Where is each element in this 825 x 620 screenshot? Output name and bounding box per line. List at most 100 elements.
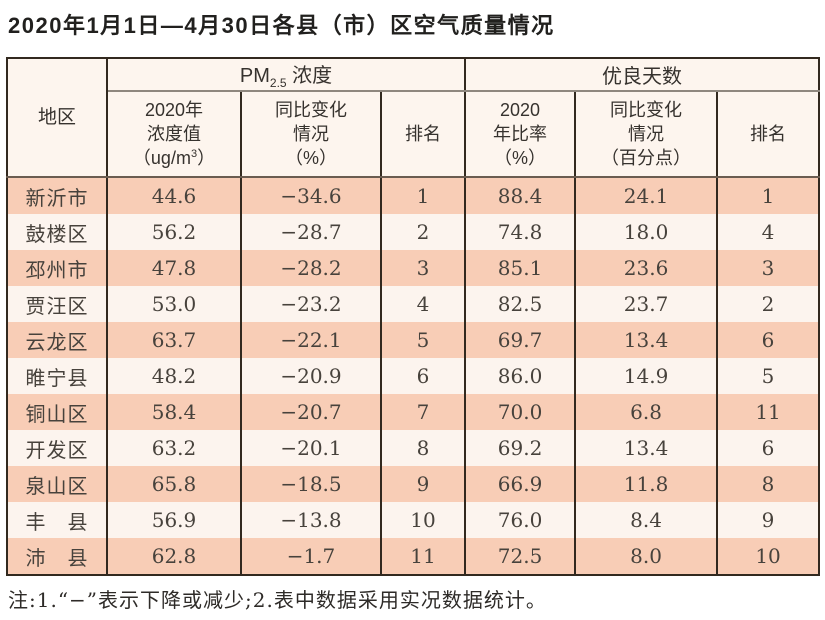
- cell-days-rank: 3: [716, 250, 821, 286]
- cell-days-rank: 5: [716, 358, 821, 394]
- table-header: 地区 PM2.5 浓度 优良天数 2020年 浓度值 （ug/m3） 同比变化 …: [6, 58, 821, 178]
- header-line: 同比变化: [275, 99, 347, 120]
- cell-days-rank: 6: [716, 322, 821, 358]
- page-title: 2020年1月1日—4月30日各县（市）区空气质量情况: [8, 13, 555, 38]
- header-pm-rank: 排名: [379, 91, 467, 178]
- cell-pm-change: −22.1: [240, 322, 382, 358]
- table-row: 邳州市 47.8 −28.2 3 85.1 23.6 3: [6, 250, 821, 286]
- cell-pm-rank: 6: [379, 358, 467, 394]
- table-row: 贾汪区 53.0 −23.2 4 82.5 23.7 2: [6, 286, 821, 322]
- table-body: 新沂市 44.6 −34.6 1 88.4 24.1 1 鼓楼区 56.2 −28.7 2 74.8 1…: [6, 177, 821, 575]
- cell-region: 沛 县: [6, 538, 108, 575]
- pm25-suffix: 浓度: [286, 65, 333, 87]
- header-days-change: 同比变化 情况 （百分点）: [574, 91, 719, 178]
- cell-days-change: 23.6: [574, 250, 719, 286]
- cell-days-rank: 8: [716, 466, 821, 502]
- cell-days-change: 23.7: [574, 286, 719, 322]
- header-line: （%）: [284, 148, 337, 169]
- cell-days-rate: 76.0: [464, 502, 577, 538]
- cell-pm-change: −34.6: [240, 177, 382, 214]
- table-row: 鼓楼区 56.2 −28.7 2 74.8 18.0 4: [6, 214, 821, 250]
- header-line: 同比变化: [610, 99, 683, 120]
- cell-region: 睢宁县: [6, 358, 108, 394]
- header-days-rank: 排名: [716, 91, 821, 178]
- cell-pm-change: −20.1: [240, 430, 382, 466]
- cell-days-change: 8.0: [574, 538, 719, 575]
- cell-region: 丰 县: [6, 502, 108, 538]
- cell-pm-value: 65.8: [106, 466, 242, 502]
- cell-region: 鼓楼区: [6, 214, 108, 250]
- cell-pm-rank: 5: [379, 322, 467, 358]
- cell-days-change: 13.4: [574, 430, 719, 466]
- cell-days-change: 8.4: [574, 502, 719, 538]
- cell-region: 铜山区: [6, 394, 108, 430]
- cell-days-rate: 82.5: [464, 286, 577, 322]
- header-pm-change: 同比变化 情况 （%）: [240, 91, 382, 178]
- table-row: 泉山区 65.8 −18.5 9 66.9 11.8 8: [6, 466, 821, 502]
- cell-pm-value: 62.8: [106, 538, 242, 575]
- cell-region: 泉山区: [6, 466, 108, 502]
- cell-region: 云龙区: [6, 322, 108, 358]
- pm25-prefix: PM: [239, 65, 270, 87]
- table-row: 新沂市 44.6 −34.6 1 88.4 24.1 1: [6, 177, 821, 214]
- cell-pm-value: 53.0: [106, 286, 242, 322]
- cell-pm-rank: 2: [379, 214, 467, 250]
- footnote: 注:1.“−”表示下降或减少;2.表中数据采用实况数据统计。: [8, 588, 547, 612]
- cell-days-rate: 69.7: [464, 322, 577, 358]
- cell-pm-rank: 9: [379, 466, 467, 502]
- cell-pm-value: 48.2: [106, 358, 242, 394]
- cell-pm-value: 56.2: [106, 214, 242, 250]
- header-group-row: 地区 PM2.5 浓度 优良天数: [6, 58, 821, 178]
- header-line: 2020: [500, 99, 541, 120]
- table-row: 开发区 63.2 −20.1 8 69.2 13.4 6: [6, 430, 821, 466]
- table-row: 沛 县 62.8 −1.7 11 72.5 8.0 10: [6, 538, 821, 575]
- cell-days-rank: 10: [716, 538, 821, 575]
- cell-days-change: 14.9: [574, 358, 719, 394]
- header-line: （百分点）: [601, 148, 692, 169]
- header-line: （ug/m3）: [108, 146, 240, 170]
- header-line: 年比率: [493, 123, 548, 144]
- cell-days-rate: 88.4: [464, 177, 577, 214]
- header-sub-row: 2020年 浓度值 （ug/m3） 同比变化 情况 （%） 排名 2020 年比…: [7, 91, 821, 178]
- cell-pm-rank: 11: [379, 538, 467, 575]
- cell-pm-change: −28.7: [240, 214, 382, 250]
- cell-pm-change: −18.5: [240, 466, 382, 502]
- cell-pm-rank: 4: [379, 286, 467, 322]
- cell-pm-rank: 3: [379, 250, 467, 286]
- table-row: 睢宁县 48.2 −20.9 6 86.0 14.9 5: [6, 358, 821, 394]
- header-group-pm25: PM2.5 浓度: [105, 58, 467, 92]
- pm25-subscript: 2.5: [269, 76, 287, 90]
- cell-days-rate: 74.8: [464, 214, 577, 250]
- cell-pm-rank: 10: [379, 502, 467, 538]
- cell-pm-value: 63.2: [106, 430, 242, 466]
- cell-pm-change: −28.2: [240, 250, 382, 286]
- header-line: 情况: [293, 123, 329, 144]
- header-line: 浓度值: [147, 123, 201, 144]
- header-region: 地区: [6, 58, 108, 178]
- cell-days-rank: 9: [716, 502, 821, 538]
- table-row: 铜山区 58.4 −20.7 7 70.0 6.8 11: [6, 394, 821, 430]
- table-row: 丰 县 56.9 −13.8 10 76.0 8.4 9: [6, 502, 821, 538]
- cell-days-rank: 6: [716, 430, 821, 466]
- cell-pm-value: 58.4: [106, 394, 242, 430]
- cell-region: 新沂市: [6, 177, 108, 214]
- cell-pm-change: −1.7: [240, 538, 382, 575]
- cell-pm-change: −23.2: [240, 286, 382, 322]
- cell-days-rate: 72.5: [464, 538, 577, 575]
- cell-days-rate: 85.1: [464, 250, 577, 286]
- cell-region: 邳州市: [6, 250, 108, 286]
- cell-pm-change: −20.7: [240, 394, 382, 430]
- header-group-good-days: 优良天数: [464, 58, 821, 92]
- cell-region: 贾汪区: [6, 286, 108, 322]
- unit-superscript: 3: [190, 148, 198, 161]
- header-days-rate: 2020 年比率 （%）: [464, 91, 577, 178]
- cell-days-rank: 1: [716, 177, 821, 214]
- cell-days-rank: 4: [716, 214, 821, 250]
- cell-pm-change: −13.8: [240, 502, 382, 538]
- cell-days-rate: 66.9: [464, 466, 577, 502]
- cell-pm-rank: 8: [379, 430, 467, 466]
- table-row: 云龙区 63.7 −22.1 5 69.7 13.4 6: [6, 322, 821, 358]
- unit-prefix: （ug/m: [132, 148, 191, 169]
- header-pm-value: 2020年 浓度值 （ug/m3）: [106, 91, 242, 178]
